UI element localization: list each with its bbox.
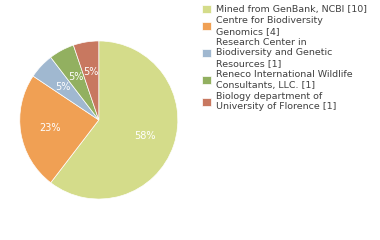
Text: 5%: 5% (55, 82, 71, 91)
Wedge shape (73, 41, 99, 120)
Text: 5%: 5% (83, 67, 98, 77)
Text: 23%: 23% (40, 123, 61, 133)
Legend: Mined from GenBank, NCBI [10], Centre for Biodiversity
Genomics [4], Research Ce: Mined from GenBank, NCBI [10], Centre fo… (202, 5, 367, 111)
Text: 5%: 5% (68, 72, 83, 82)
Wedge shape (20, 76, 99, 183)
Wedge shape (51, 45, 99, 120)
Wedge shape (33, 57, 99, 120)
Wedge shape (51, 41, 178, 199)
Text: 58%: 58% (135, 131, 156, 141)
